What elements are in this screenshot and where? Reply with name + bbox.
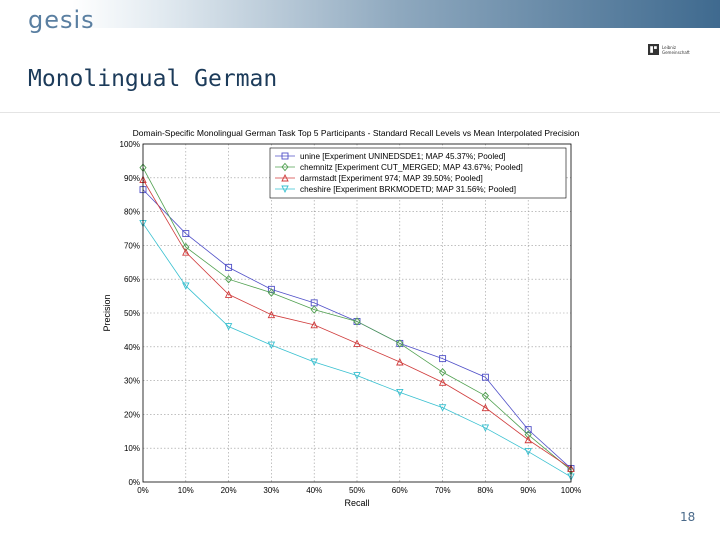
data-point (267, 341, 276, 350)
y-tick-label: 80% (124, 208, 140, 217)
data-point (438, 378, 447, 386)
x-tick-label: 70% (435, 486, 451, 495)
data-point (310, 305, 318, 314)
brand-logo: gesis (28, 6, 95, 34)
y-tick-label: 10% (124, 444, 140, 453)
x-tick-label: 0% (137, 486, 149, 495)
data-point (182, 282, 190, 290)
data-point (310, 358, 318, 367)
data-point (396, 339, 404, 348)
data-point (353, 317, 361, 326)
y-tick-label: 30% (124, 377, 140, 386)
legend-entry: unine [Experiment UNINEDSDE1; MAP 45.37%… (300, 152, 506, 161)
chart-legend: unine [Experiment UNINEDSDE1; MAP 45.37%… (269, 147, 567, 199)
data-point (267, 310, 276, 319)
data-point (353, 372, 361, 380)
x-tick-label: 10% (178, 486, 194, 495)
data-point (224, 290, 233, 298)
data-point (225, 263, 233, 271)
data-point (524, 430, 532, 439)
series-line (142, 179, 572, 469)
chart-title: Domain-Specific Monolingual German Task … (133, 128, 580, 138)
y-tick-label: 40% (124, 343, 140, 352)
x-tick-label: 100% (561, 486, 581, 495)
data-point (481, 403, 490, 412)
title-divider (0, 112, 720, 113)
x-axis-label: Recall (344, 498, 369, 508)
x-tick-label: 20% (221, 486, 237, 495)
plot-frame (142, 143, 572, 483)
series-line (142, 189, 572, 469)
x-tick-label: 40% (306, 486, 322, 495)
series-group (139, 219, 575, 481)
chart-ticks: 0% 10% 20% 30% 40% 50% 60% 70% 80% 90% 100% 0% 10% 20… (120, 140, 582, 495)
data-point (481, 391, 489, 401)
x-tick-label: 30% (263, 486, 279, 495)
data-point (438, 404, 447, 412)
data-point (396, 388, 404, 397)
x-tick-label: 80% (477, 486, 493, 495)
data-point (524, 426, 532, 434)
legend-entry: cheshire [Experiment BRKMODETD; MAP 31.5… (300, 185, 516, 194)
data-point (225, 275, 233, 284)
data-point (182, 242, 190, 252)
y-tick-label: 0% (128, 478, 140, 487)
x-tick-label: 50% (349, 486, 365, 495)
logo-line-1: Leibniz (662, 44, 677, 50)
data-point (182, 230, 190, 238)
header-bar (0, 0, 720, 28)
y-tick-label: 100% (120, 140, 140, 149)
series-line (142, 223, 572, 478)
leibniz-logo: Leibniz Gemeinschaft (648, 44, 690, 55)
legend-box (269, 147, 567, 199)
y-tick-label: 50% (124, 309, 140, 318)
data-point (310, 320, 318, 329)
page-number: 18 (680, 510, 696, 524)
y-tick-label: 70% (124, 241, 140, 250)
leibniz-logo-icon (648, 44, 659, 55)
data-point (281, 162, 289, 172)
data-point (481, 424, 490, 432)
data-point (439, 367, 447, 377)
data-point (267, 288, 275, 297)
legend-entry: chemnitz [Experiment CUT_MERGED; MAP 43.… (300, 163, 523, 172)
series-group (139, 175, 575, 472)
y-axis-label: Precision (102, 294, 112, 331)
logo-line-2: Gemeinschaft (662, 49, 690, 55)
chart-series (139, 163, 575, 481)
data-point (281, 173, 289, 182)
x-tick-label: 60% (392, 486, 408, 495)
data-point (439, 355, 447, 363)
data-point (281, 185, 289, 194)
data-point (281, 152, 289, 160)
data-point (353, 339, 361, 347)
data-point (481, 373, 489, 381)
y-tick-label: 90% (124, 174, 140, 183)
data-point (182, 248, 190, 256)
legend-entry: darmstadt [Experiment 974; MAP 39.50%; P… (300, 174, 483, 183)
y-tick-label: 20% (124, 410, 140, 419)
x-tick-label: 90% (520, 486, 536, 495)
series-line (142, 167, 572, 471)
data-point (224, 323, 233, 331)
data-point (524, 448, 532, 456)
y-tick-label: 60% (124, 275, 140, 284)
page-title: Monolingual German (28, 66, 278, 92)
data-point (396, 358, 404, 366)
data-point (524, 435, 532, 444)
